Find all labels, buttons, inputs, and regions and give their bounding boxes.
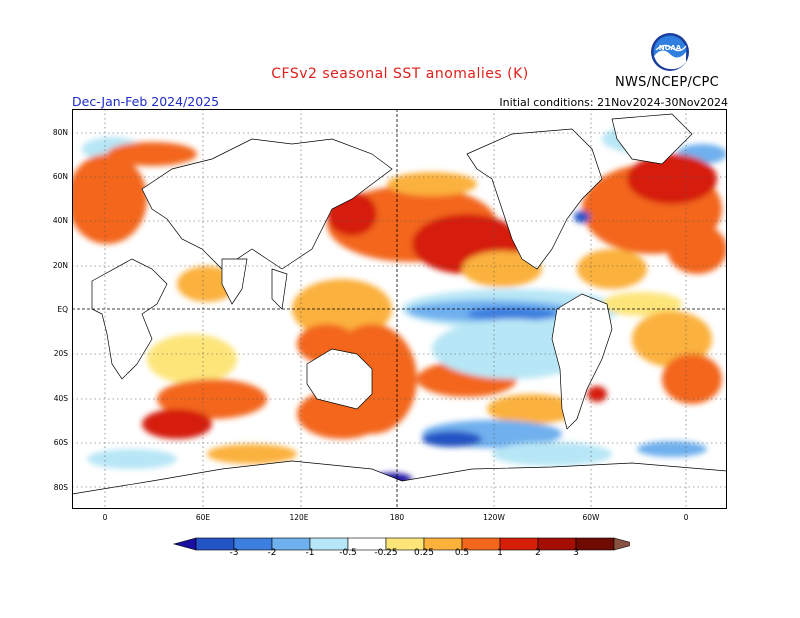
lon-tick-60e: 60E bbox=[195, 513, 211, 522]
colorbar-label: 1 bbox=[497, 548, 503, 558]
colorbar-label: 2 bbox=[535, 548, 541, 558]
agency-label: NWS/NCEP/CPC bbox=[615, 75, 720, 90]
lat-tick-80n: 80N bbox=[52, 128, 68, 137]
lat-tick-60s: 60S bbox=[53, 438, 68, 447]
lat-tick-40s: 40S bbox=[53, 394, 68, 403]
sst-anomaly-map bbox=[72, 109, 727, 509]
map-frame bbox=[72, 109, 727, 509]
lat-tick-40n: 40N bbox=[52, 216, 68, 225]
noaa-logo: NOAA bbox=[651, 33, 689, 71]
lat-tick-20n: 20N bbox=[52, 261, 68, 270]
map-title: CFSv2 seasonal SST anomalies (K) bbox=[271, 66, 529, 82]
colorbar-label: -2 bbox=[267, 548, 277, 558]
colorbar-arrow-high bbox=[613, 537, 630, 551]
lat-tick-60n: 60N bbox=[52, 172, 68, 181]
lat-tick-eq: EQ bbox=[57, 305, 68, 314]
colorbar bbox=[172, 537, 630, 551]
colorbar-label: -0.5 bbox=[339, 548, 357, 558]
continents bbox=[72, 113, 727, 509]
colorbar-label: -0.25 bbox=[374, 548, 398, 558]
colorbar-label: 3 bbox=[573, 548, 579, 558]
forecast-period: Dec-Jan-Feb 2024/2025 bbox=[72, 94, 220, 109]
lon-tick-0-right: 0 bbox=[683, 513, 689, 522]
lon-tick-120w: 120W bbox=[483, 513, 505, 522]
lon-tick-120e: 120E bbox=[289, 513, 309, 522]
colorbar-label: -1 bbox=[305, 548, 315, 558]
equator-dateline bbox=[72, 109, 727, 509]
colorbar-label: 0.5 bbox=[454, 548, 470, 558]
colorbar-arrow-low bbox=[172, 537, 197, 551]
lon-tick-0: 0 bbox=[102, 513, 108, 522]
lon-tick-60w: 60W bbox=[582, 513, 600, 522]
colorbar-label: 0.25 bbox=[413, 548, 435, 558]
initial-conditions: Initial conditions: 21Nov2024-30Nov2024 bbox=[499, 96, 728, 109]
colorbar-label: -3 bbox=[229, 548, 239, 558]
graticule bbox=[72, 109, 727, 509]
lon-tick-180: 180 bbox=[389, 513, 405, 522]
lat-tick-20s: 20S bbox=[53, 349, 68, 358]
lat-tick-80s: 80S bbox=[53, 483, 68, 492]
logo-text: NOAA bbox=[659, 44, 682, 52]
